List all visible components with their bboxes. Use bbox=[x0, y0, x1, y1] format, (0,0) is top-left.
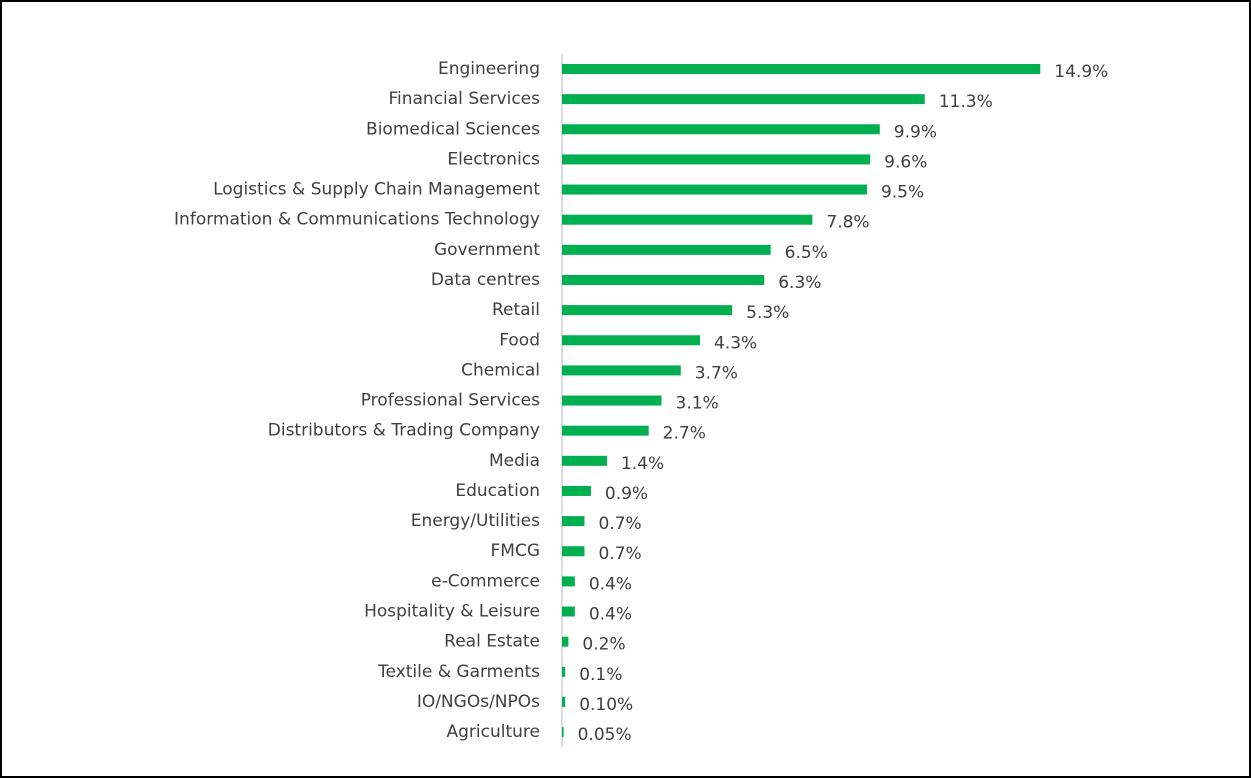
category-label: Retail bbox=[492, 300, 540, 320]
bar bbox=[562, 576, 575, 587]
category-label: Biomedical Sciences bbox=[366, 119, 540, 139]
bar bbox=[562, 214, 813, 225]
bar bbox=[562, 244, 771, 255]
category-label: Financial Services bbox=[388, 89, 540, 109]
category-label: Media bbox=[489, 451, 540, 471]
value-label: 9.9% bbox=[894, 122, 937, 142]
category-label: Agriculture bbox=[447, 722, 541, 742]
value-label: 11.3% bbox=[939, 92, 993, 112]
value-label: 14.9% bbox=[1054, 62, 1108, 82]
bar bbox=[562, 124, 880, 135]
bar bbox=[562, 546, 585, 557]
bar bbox=[562, 154, 871, 165]
bar bbox=[562, 727, 564, 738]
value-label: 5.3% bbox=[746, 303, 789, 323]
category-label: Engineering bbox=[438, 59, 540, 79]
value-label: 0.9% bbox=[605, 484, 648, 504]
bar bbox=[562, 305, 733, 316]
category-label: e-Commerce bbox=[431, 571, 540, 591]
value-label: 3.7% bbox=[695, 363, 738, 383]
category-label: Government bbox=[434, 240, 540, 260]
category-label: Energy/Utilities bbox=[411, 511, 540, 531]
value-label: 0.7% bbox=[598, 514, 641, 534]
category-label: Food bbox=[499, 330, 540, 350]
category-label: Hospitality & Leisure bbox=[364, 602, 540, 622]
value-label: 2.7% bbox=[663, 424, 706, 444]
bar bbox=[562, 64, 1041, 74]
value-label: 4.3% bbox=[714, 333, 757, 353]
bar bbox=[562, 274, 765, 285]
category-label: Logistics & Supply Chain Management bbox=[213, 180, 540, 200]
category-label: Professional Services bbox=[361, 391, 540, 411]
value-label: 0.4% bbox=[589, 605, 632, 625]
category-label: Distributors & Trading Company bbox=[268, 421, 540, 441]
category-label: FMCG bbox=[491, 541, 541, 561]
bar bbox=[562, 425, 649, 436]
value-label: 0.2% bbox=[582, 635, 625, 655]
bar bbox=[562, 365, 681, 376]
bar bbox=[562, 335, 701, 346]
bar bbox=[562, 696, 566, 707]
value-label: 3.1% bbox=[676, 394, 719, 414]
value-label: 6.5% bbox=[785, 243, 828, 263]
category-label: Electronics bbox=[447, 149, 540, 169]
category-label: Chemical bbox=[461, 360, 540, 380]
value-label: 9.5% bbox=[881, 183, 924, 203]
bar bbox=[562, 516, 585, 527]
bar bbox=[562, 636, 569, 647]
value-label: 7.8% bbox=[826, 213, 869, 233]
bar bbox=[562, 666, 566, 677]
value-label: 0.05% bbox=[578, 725, 632, 745]
category-label: Education bbox=[455, 481, 540, 501]
value-label: 0.7% bbox=[598, 544, 641, 564]
value-label: 9.6% bbox=[884, 152, 927, 172]
category-label: Real Estate bbox=[444, 632, 540, 652]
bar bbox=[562, 485, 591, 496]
bar bbox=[562, 455, 607, 466]
category-label: IO/NGOs/NPOs bbox=[417, 692, 540, 712]
bar bbox=[562, 184, 867, 195]
value-label: 1.4% bbox=[621, 454, 664, 474]
bar bbox=[562, 395, 662, 406]
bar bbox=[562, 606, 575, 617]
value-label: 6.3% bbox=[778, 273, 821, 293]
category-label: Data centres bbox=[431, 270, 540, 290]
value-label: 0.10% bbox=[579, 695, 633, 715]
bar bbox=[562, 94, 925, 105]
category-label: Information & Communications Technology bbox=[174, 210, 540, 230]
category-label: Textile & Garments bbox=[377, 662, 540, 682]
value-label: 0.4% bbox=[589, 574, 632, 594]
value-label: 0.1% bbox=[579, 665, 622, 685]
